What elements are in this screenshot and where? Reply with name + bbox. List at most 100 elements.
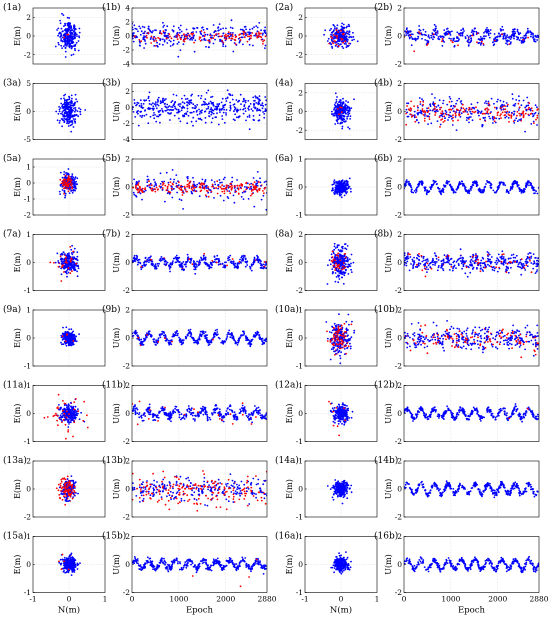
blue-point	[232, 32, 234, 34]
blue-point	[137, 112, 139, 115]
blue-point	[201, 26, 203, 29]
blue-point	[141, 114, 144, 117]
blue-point	[427, 41, 430, 44]
blue-point	[517, 36, 519, 39]
blue-point	[342, 114, 345, 117]
blue-point	[189, 111, 192, 114]
blue-point	[244, 99, 247, 102]
blue-point	[509, 42, 512, 45]
red-point	[226, 190, 229, 192]
blue-point	[444, 34, 447, 36]
blue-point	[137, 30, 139, 33]
blue-point	[180, 199, 183, 202]
blue-point	[176, 257, 179, 259]
blue-point	[70, 28, 72, 30]
blue-point	[180, 264, 183, 266]
blue-point	[158, 43, 161, 45]
blue-point	[58, 190, 61, 193]
red-point	[207, 39, 210, 42]
blue-point	[175, 182, 178, 185]
blue-point	[513, 122, 516, 124]
blue-point	[520, 104, 523, 107]
blue-point	[429, 105, 432, 108]
blue-point	[61, 189, 64, 191]
red-point	[225, 35, 228, 38]
blue-point	[209, 108, 212, 111]
blue-point	[265, 180, 267, 183]
blue-point	[249, 266, 252, 269]
blue-point	[258, 259, 261, 261]
blue-point	[181, 34, 183, 37]
blue-point	[63, 39, 65, 41]
blue-point	[153, 107, 155, 110]
blue-point	[159, 30, 162, 32]
blue-point	[72, 105, 75, 107]
blue-point	[202, 254, 205, 257]
blue-point	[517, 31, 520, 34]
axes-box	[32, 158, 106, 216]
y-tick-label: 0	[298, 107, 303, 116]
red-point	[496, 114, 499, 116]
red-point	[140, 40, 143, 43]
blue-point	[508, 111, 511, 114]
blue-point	[260, 198, 263, 201]
blue-point	[213, 31, 216, 34]
blue-point	[244, 265, 247, 268]
blue-point	[181, 97, 183, 100]
blue-point	[452, 191, 455, 193]
blue-point	[62, 30, 64, 33]
blue-point	[416, 186, 419, 189]
blue-point	[66, 29, 69, 32]
blue-point	[451, 117, 453, 120]
blue-point	[332, 37, 335, 40]
blue-point	[417, 183, 419, 186]
blue-point	[502, 100, 505, 103]
blue-point	[132, 260, 135, 262]
red-point	[215, 261, 218, 264]
blue-point	[198, 195, 201, 198]
blue-point	[443, 41, 446, 43]
red-point	[148, 184, 151, 187]
blue-point	[144, 110, 146, 112]
blue-point	[248, 114, 251, 117]
blue-point	[437, 104, 440, 107]
blue-point	[66, 35, 69, 38]
blue-point	[73, 107, 75, 110]
blue-point	[217, 26, 220, 29]
blue-point	[335, 184, 337, 187]
blue-point	[216, 103, 219, 105]
blue-point	[485, 28, 487, 31]
blue-point	[236, 109, 239, 112]
blue-point	[195, 264, 198, 266]
blue-point	[471, 183, 474, 186]
blue-point	[260, 267, 263, 269]
blue-point	[421, 184, 424, 186]
blue-point	[339, 99, 341, 101]
blue-point	[344, 105, 346, 107]
blue-point	[209, 100, 212, 103]
blue-point	[264, 96, 267, 98]
y-tick-label: 2	[298, 88, 303, 97]
blue-point	[329, 41, 331, 44]
blue-point	[509, 38, 512, 40]
blue-point	[462, 184, 464, 187]
blue-point	[164, 35, 167, 38]
blue-point	[444, 117, 446, 119]
blue-point	[242, 198, 245, 201]
blue-point	[68, 98, 71, 101]
red-point	[419, 32, 422, 35]
blue-point	[161, 109, 164, 112]
panel-label: (3a)	[3, 78, 21, 89]
blue-point	[338, 100, 341, 103]
blue-point	[177, 111, 180, 114]
blue-point	[250, 264, 253, 267]
y-tick-label: 1	[298, 155, 303, 164]
blue-point	[255, 183, 257, 186]
blue-point	[511, 188, 514, 190]
blue-point	[134, 36, 137, 39]
blue-point	[69, 29, 72, 32]
red-point	[154, 190, 157, 193]
panel-2a: 20-2E(m)(2a)	[275, 2, 378, 65]
blue-point	[145, 99, 148, 102]
blue-point	[144, 257, 147, 259]
